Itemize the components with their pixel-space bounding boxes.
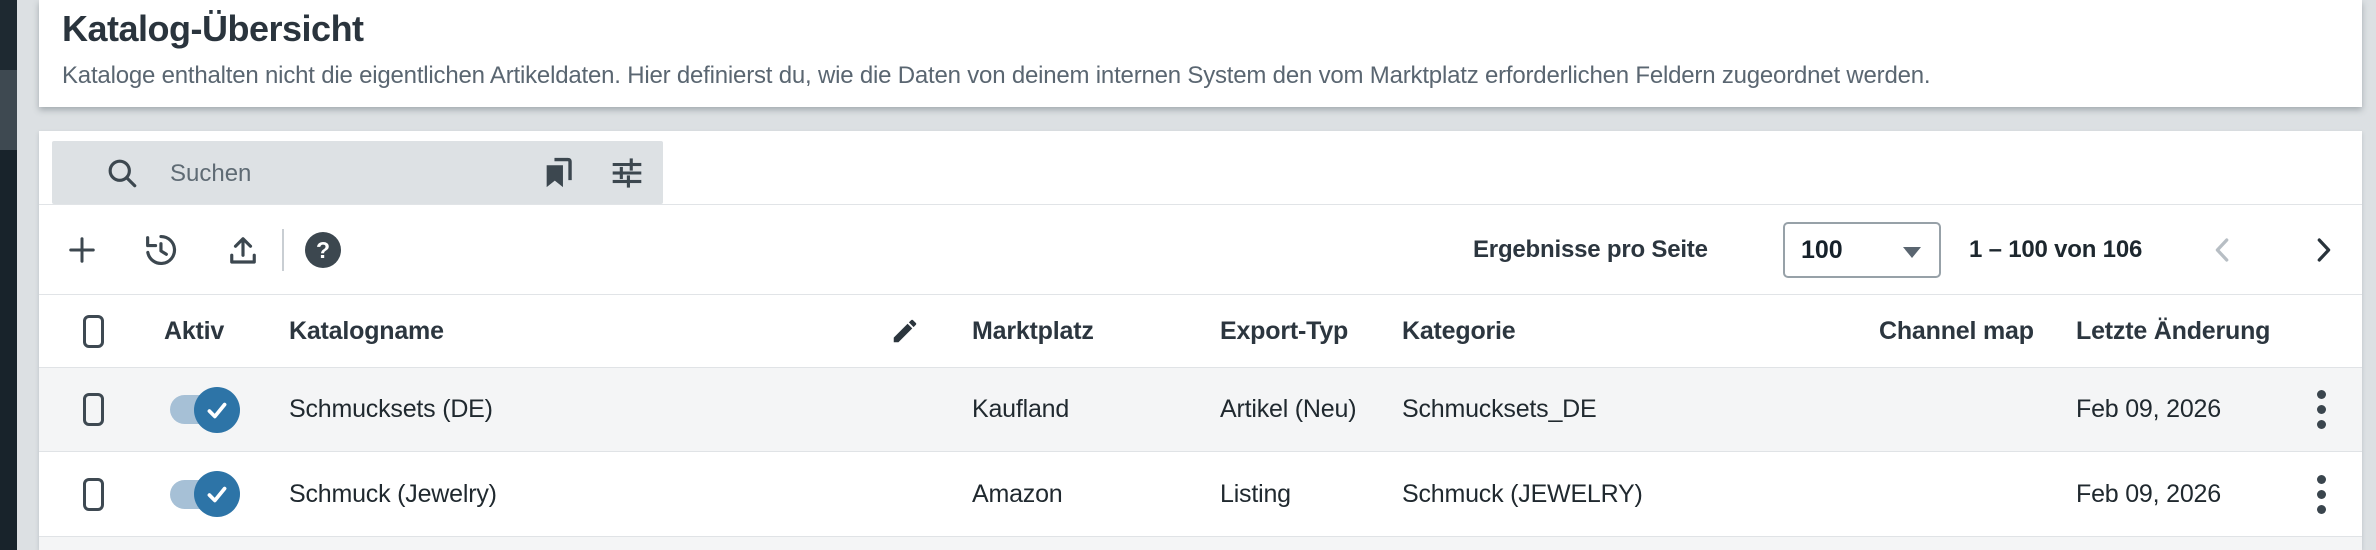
history-icon [141,231,179,269]
pencil-icon [890,316,920,346]
catalog-name: Schmuck (Jewelry) [289,479,497,508]
filter-sliders-icon [610,156,644,190]
pagination-range: 1 – 100 von 106 [1969,235,2143,263]
page-title: Katalog-Übersicht [62,8,364,49]
add-catalog-button[interactable] [60,228,104,272]
bookmarks-icon [541,156,575,190]
active-toggle-on[interactable] [170,471,251,517]
chevron-left-icon [2208,235,2238,265]
column-header-katalogname: Katalogname [289,316,444,345]
select-all-checkbox[interactable] [83,314,104,348]
toggle-thumb [194,386,240,433]
category: Schmuck (JEWELRY) [1402,479,1643,508]
last-change-date: Feb 09, 2026 [2076,479,2221,508]
edit-columns-button[interactable] [888,314,922,348]
saved-searches-button[interactable] [536,151,580,195]
page-header: Katalog-Übersicht Kataloge enthalten nic… [39,0,2362,107]
chevron-right-icon [2308,235,2338,265]
checkmark-icon [207,402,227,418]
row-checkbox[interactable] [83,393,104,426]
checkmark-icon [207,486,227,503]
table-header-row: Aktiv Katalogname Marktplatz Export-Typ … [39,295,2362,368]
column-header-export-typ: Export-Typ [1220,316,1349,345]
export-type: Artikel (Neu) [1220,395,1357,423]
sidebar-segment-active [0,70,17,150]
page-size-select[interactable]: 100 [1783,222,1941,278]
export-type: Listing [1220,479,1291,508]
sidebar-segment-top [0,0,17,70]
column-header-letzte-aenderung: Letzte Änderung [2076,316,2271,345]
marketplace: Amazon [972,479,1063,508]
marketplace: Kaufland [972,395,1070,423]
help-icon: ? [305,232,341,268]
column-header-kategorie: Kategorie [1402,316,1516,345]
toolbar: ? Ergebnisse pro Seite 100 1 – 100 von 1… [39,205,2362,295]
upload-icon [225,232,261,268]
search-icon [104,155,140,191]
last-change-date: Feb 09, 2026 [2076,395,2221,423]
next-page-button[interactable] [2301,228,2345,272]
search-bar [52,141,663,206]
column-header-channel-map: Channel map [1879,316,2034,345]
catalog-name: Schmucksets (DE) [289,395,493,423]
column-header-aktiv: Aktiv [164,316,225,345]
catalog-panel: ? Ergebnisse pro Seite 100 1 – 100 von 1… [39,131,2362,550]
toggle-thumb [194,471,240,517]
search-input[interactable] [168,141,522,206]
previous-page-button[interactable] [2201,228,2245,272]
filter-button[interactable] [605,151,649,195]
history-button[interactable] [138,228,182,272]
table-row[interactable]: Schmuck (Jewelry) Amazon Listing Schmuck… [39,452,2362,537]
table-row[interactable]: Schmucksets (DE) Kaufland Artikel (Neu) … [39,368,2362,452]
help-button[interactable]: ? [301,228,345,272]
upload-button[interactable] [221,228,265,272]
sidebar-strip [0,0,17,550]
search-row [39,131,2362,206]
active-toggle-on[interactable] [170,386,251,433]
row-checkbox[interactable] [83,477,104,511]
row-menu-kebab-icon[interactable] [2311,384,2332,435]
sidebar-segment-bottom [0,150,17,550]
row-menu-kebab-icon[interactable] [2311,469,2332,520]
caret-down-icon [1903,247,1921,258]
column-header-marktplatz: Marktplatz [972,316,1094,345]
table-row-partial [39,537,2362,550]
toolbar-divider [282,229,284,271]
results-per-page-label: Ergebnisse pro Seite [1473,235,1708,263]
page-size-value: 100 [1801,235,1843,264]
category: Schmucksets_DE [1402,395,1597,423]
page-subtitle: Kataloge enthalten nicht die eigentliche… [62,62,1931,89]
add-icon [64,232,100,268]
